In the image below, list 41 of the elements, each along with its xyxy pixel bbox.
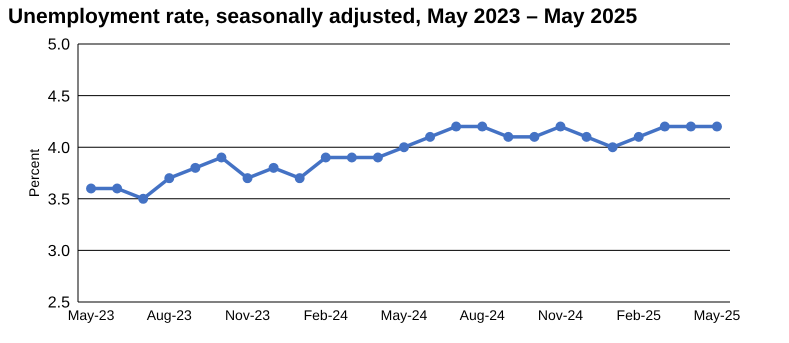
point bbox=[660, 122, 670, 132]
x-tick-label: Aug-24 bbox=[460, 306, 506, 323]
point bbox=[503, 132, 514, 142]
x-tick-label: Nov-23 bbox=[224, 306, 270, 323]
point bbox=[451, 122, 462, 132]
x-tick-label: Aug-23 bbox=[146, 306, 192, 323]
point bbox=[268, 162, 279, 173]
point bbox=[712, 122, 722, 132]
y-tick-label: 3.5 bbox=[48, 191, 70, 208]
point bbox=[294, 173, 305, 184]
point bbox=[372, 152, 383, 163]
point bbox=[216, 152, 226, 163]
chart-title: Unemployment rate, seasonally adjusted, May 2023 – May 2025 bbox=[8, 4, 638, 30]
point bbox=[138, 194, 148, 204]
y-tick-label: 4.0 bbox=[48, 140, 70, 157]
point bbox=[86, 183, 96, 194]
point bbox=[555, 122, 566, 132]
point bbox=[529, 132, 540, 142]
point bbox=[242, 173, 253, 184]
point bbox=[399, 142, 409, 152]
point bbox=[634, 132, 644, 142]
x-tick-label: May-23 bbox=[68, 306, 115, 323]
x-tick-label: Nov-24 bbox=[538, 306, 584, 323]
point bbox=[190, 162, 200, 173]
point bbox=[346, 152, 357, 163]
y-axis-title: Percent bbox=[26, 148, 42, 198]
point bbox=[686, 122, 696, 132]
point bbox=[425, 132, 436, 142]
point bbox=[608, 142, 618, 152]
point bbox=[477, 122, 488, 132]
x-tick-label: May-25 bbox=[694, 306, 741, 323]
x-tick-label: Feb-24 bbox=[304, 306, 348, 323]
point bbox=[112, 183, 122, 194]
x-tick-label: Feb-25 bbox=[616, 306, 662, 323]
point bbox=[320, 152, 331, 163]
y-tick-label: 4.5 bbox=[48, 88, 70, 106]
point bbox=[164, 173, 174, 184]
y-tick-label: 5.0 bbox=[48, 36, 70, 54]
x-tick-label: May-24 bbox=[380, 306, 428, 323]
y-tick-label: 3.0 bbox=[48, 243, 70, 260]
point bbox=[582, 132, 592, 142]
